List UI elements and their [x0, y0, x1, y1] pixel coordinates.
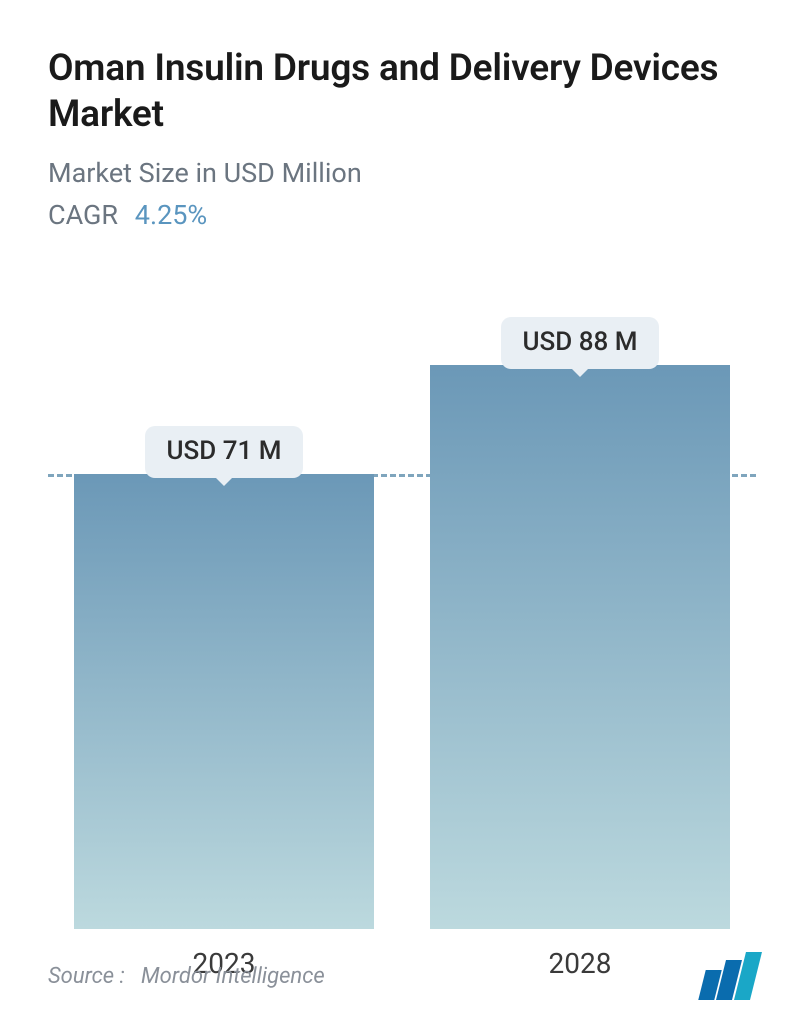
mordor-logo-icon [702, 952, 756, 1000]
cagr-value: 4.25% [135, 199, 207, 231]
bar [430, 365, 730, 928]
cagr-label: CAGR [48, 199, 118, 231]
source-label: Source : [48, 964, 125, 989]
footer: Source : Mordor Intelligence [48, 952, 756, 1000]
source-attribution: Source : Mordor Intelligence [48, 964, 325, 989]
bar-column: USD 88 M [422, 289, 738, 929]
bars-container: USD 71 M USD 88 M [48, 289, 756, 929]
value-badge: USD 88 M [501, 317, 660, 369]
market-summary-card: Oman Insulin Drugs and Delivery Devices … [0, 0, 796, 1034]
bar-chart: USD 71 M USD 88 M [48, 289, 756, 929]
source-value: Mordor Intelligence [141, 964, 325, 989]
bar-column: USD 71 M [66, 289, 382, 929]
bar [74, 474, 374, 928]
value-badge: USD 71 M [145, 426, 304, 478]
cagr-row: CAGR 4.25% [48, 199, 756, 231]
subtitle: Market Size in USD Million [48, 157, 756, 189]
page-title: Oman Insulin Drugs and Delivery Devices … [48, 46, 756, 139]
